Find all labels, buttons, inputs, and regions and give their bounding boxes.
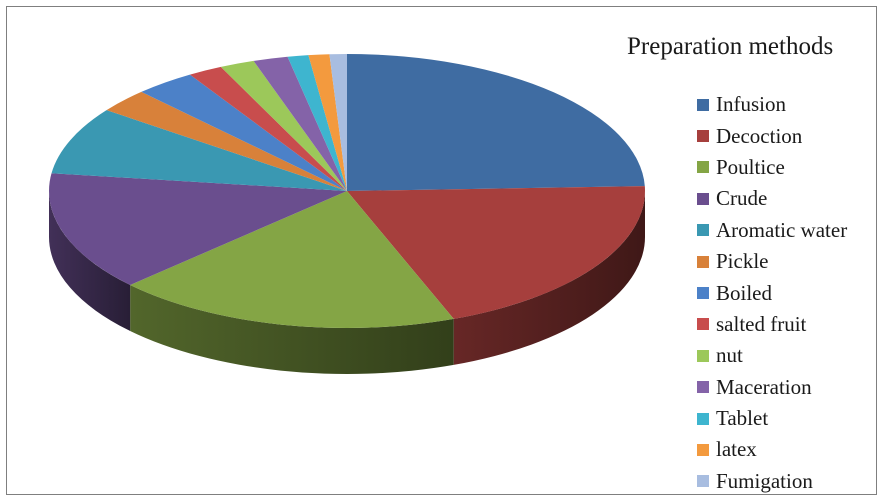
pie-slice-aromatic-water [51,110,347,191]
legend-label: Tablet [716,406,769,431]
pie-slice-maceration [253,56,347,192]
legend-item-decoction: Decoction [697,120,847,151]
legend-label: Aromatic water [716,217,848,242]
legend-label: Boiled [716,280,772,305]
pie-slice-pickle [106,91,347,191]
legend-swatch [697,287,709,300]
legend-swatch [697,318,709,331]
pie-slice-nut [220,60,347,192]
legend-label: Crude [716,186,768,211]
legend-item-infusion: Infusion [697,89,847,120]
legend-label: Decoction [716,123,803,148]
legend: Infusion Decoction Poultice Crude Aromatic w… [697,89,847,497]
legend-item-boiled: Boiled [697,277,847,308]
legend-label: nut [716,343,743,368]
pie-chart [48,54,645,374]
pie-slice-boiled [141,74,347,191]
pie-slice-fumigation [329,54,347,191]
legend-swatch [697,475,709,488]
legend-swatch [697,130,709,143]
pie-slice-salted-fruit [189,66,347,191]
legend-item-crude: Crude [697,183,847,214]
pie-slice-tablet [287,55,347,191]
pie-slice-infusion [347,54,645,191]
pie-side-poultice [130,284,454,374]
legend-label: Poultice [716,154,785,179]
legend-item-nut: nut [697,340,847,371]
legend-label: salted fruit [716,311,807,336]
legend-item-pickle: Pickle [697,246,847,277]
legend-item-fumigation: Fumigation [697,466,847,497]
legend-swatch [697,98,709,111]
legend-item-maceration: Maceration [697,372,847,403]
legend-swatch [697,412,709,425]
legend-item-aromatic-water: Aromatic water [697,215,847,246]
pie-slice-poultice [130,191,454,329]
legend-label: Fumigation [716,468,813,493]
pie-slice-crude [48,173,347,285]
legend-swatch [697,443,709,456]
legend-item-tablet: Tablet [697,403,847,434]
legend-swatch [697,381,709,394]
pie-top-slices [48,54,645,329]
legend-swatch [697,349,709,362]
legend-item-poultice: Poultice [697,152,847,183]
pie-side-decoction [453,191,645,365]
legend-item-salted-fruit: salted fruit [697,309,847,340]
legend-label: Maceration [716,374,812,399]
pie-slice-latex [308,54,347,192]
pie-side-walls [49,191,645,374]
legend-swatch [697,224,709,237]
legend-swatch [697,255,709,268]
legend-item-latex: latex [697,434,847,465]
legend-label: Pickle [716,249,769,274]
legend-label: latex [716,437,757,462]
chart-area: Preparation methods Infusion Decoction Pou… [6,6,877,495]
pie-slice-decoction [347,186,645,319]
legend-swatch [697,192,709,205]
legend-title: Preparation methods [627,33,834,60]
legend-swatch [697,161,709,174]
pie-side-crude [49,191,131,331]
legend-label: Infusion [716,92,786,117]
